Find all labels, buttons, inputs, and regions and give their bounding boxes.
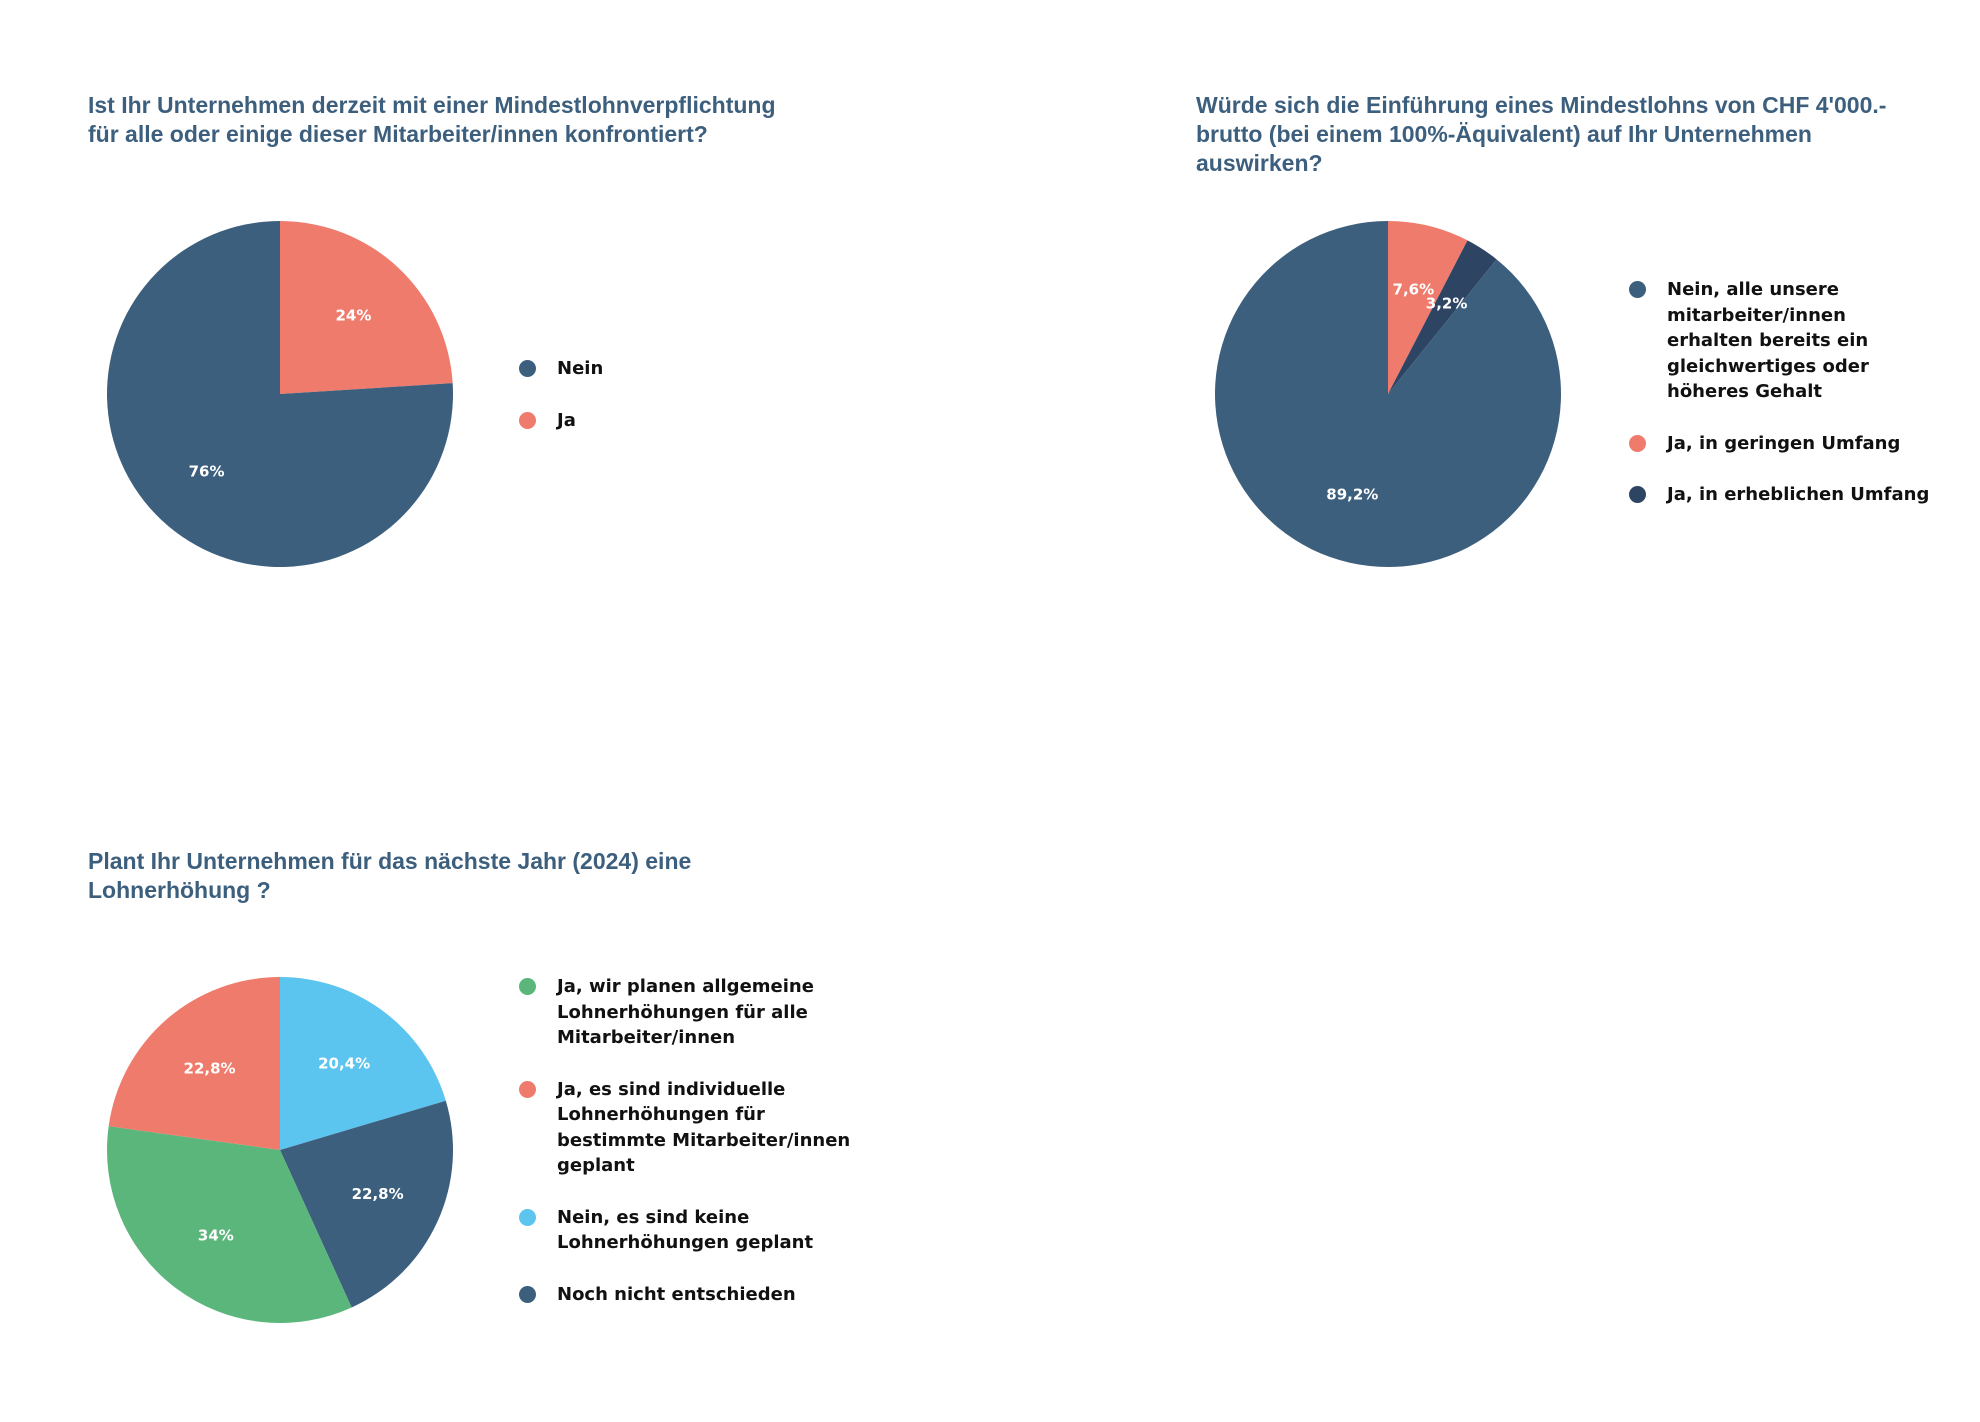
- chart-title-line: Ist Ihr Unternehmen derzeit mit einer Mi…: [88, 92, 776, 118]
- pie-slice-allgemein: [106, 1126, 352, 1323]
- legend-swatch: [1629, 434, 1646, 452]
- chart-title-line: brutto (bei einem 100%-Äquivalent) auf I…: [1196, 121, 1812, 147]
- chart-3: Plant Ihr Unternehmen für das nächste Ja…: [88, 847, 879, 1333]
- slice-value-label: 24%: [335, 306, 371, 324]
- legend-label: Ja, es sind individuelle: [557, 1078, 786, 1100]
- chart-legend: Nein Ja: [519, 356, 879, 459]
- legend-item: Ja, in geringen Umfang: [1629, 431, 1959, 457]
- legend-item: Ja: [519, 408, 879, 434]
- legend-label: höheres Gehalt: [1667, 381, 1822, 402]
- pie-slice-nein: [107, 221, 453, 567]
- legend-label: mitarbeiter/innen: [1667, 304, 1846, 326]
- legend-item: Ja, wir planen allgemeine Lohnerhöhungen …: [519, 974, 879, 1051]
- slice-value-label: 7,6%: [1393, 280, 1435, 298]
- legend-label: Nein, alle unsere: [1667, 279, 1839, 300]
- chart-title-line: Plant Ihr Unternehmen für das nächste Ja…: [88, 848, 692, 874]
- slice-value-label: 34%: [198, 1226, 234, 1244]
- slice-value-label: 22,8%: [184, 1060, 236, 1078]
- legend-swatch: [1629, 486, 1646, 503]
- legend-label: Mitarbeiter/innen: [557, 1027, 736, 1048]
- pie-slice-nein: [1215, 221, 1561, 567]
- legend-item: Nein, alle unsere mitarbeiter/innen erhalt…: [1629, 277, 1959, 405]
- slice-value-label: 20,4%: [318, 1055, 370, 1073]
- legend-swatch: [519, 1285, 536, 1303]
- pie-chart: 7,6%3,2% 89,2%: [1215, 221, 1561, 567]
- slice-value-label: 22,8%: [352, 1185, 404, 1203]
- legend-label: Lohnerhöhungen geplant: [557, 1232, 814, 1253]
- legend-label: bestimmte Mitarbeiter/innen: [557, 1129, 851, 1151]
- pie-slice-keine: [280, 977, 446, 1150]
- pie-chart: 24% 76%: [107, 221, 453, 567]
- legend-swatch: [519, 411, 536, 429]
- chart-title: Würde sich die Einführung eines Mindestl…: [1196, 91, 1956, 178]
- legend-label: geplant: [557, 1155, 635, 1176]
- pie-chart: 20,4% 22,8% 34% 22,8%: [106, 977, 453, 1323]
- pie-slice-erheblich: [1388, 240, 1497, 394]
- pie-slice-individuell: [108, 977, 280, 1150]
- chart-legend: Ja, wir planen allgemeine Lohnerhöhungen …: [519, 974, 879, 1333]
- legend-item: Ja, es sind individuelle Lohnerhöhungen f…: [519, 1077, 879, 1179]
- pie-slice-gering: [1388, 221, 1468, 394]
- legend-label: Nein: [557, 358, 604, 379]
- legend-item: Ja, in erheblichen Umfang: [1629, 482, 1959, 508]
- legend-swatch: [519, 360, 536, 377]
- chart-1: Ist Ihr Unternehmen derzeit mit einer Mi…: [0, 0, 990, 720]
- chart-title: Ist Ihr Unternehmen derzeit mit einer Mi…: [88, 91, 848, 149]
- chart-title-line: Lohnerhöhung ?: [88, 877, 271, 903]
- legend-swatch: [1629, 281, 1646, 298]
- chart-title-line: Würde sich die Einführung eines Mindestl…: [1196, 92, 1887, 118]
- legend-label: Nein, es sind keine: [557, 1206, 750, 1228]
- chart-title-line: auswirken?: [1196, 150, 1323, 176]
- legend-swatch: [519, 1208, 536, 1226]
- legend-label: Lohnerhöhungen für: [557, 1104, 765, 1125]
- chart-title-line: für alle oder einige dieser Mitarbeiter/…: [88, 121, 708, 147]
- legend-label: Ja: [557, 409, 576, 431]
- pie-slice-offen: [280, 1100, 453, 1308]
- legend-swatch: [519, 1080, 536, 1098]
- legend-label: Lohnerhöhungen für alle: [557, 1001, 808, 1023]
- legend-label: Ja, in erheblichen Umfang: [1667, 484, 1930, 505]
- legend-label: gleichwertiges oder: [1667, 355, 1869, 377]
- legend-item: Nein, es sind keine Lohnerhöhungen geplan…: [519, 1205, 879, 1256]
- legend-label: erhalten bereits ein: [1667, 330, 1869, 351]
- legend-label: Noch nicht entschieden: [557, 1283, 796, 1305]
- slice-value-label: 89,2%: [1326, 486, 1378, 504]
- chart-2: Würde sich die Einführung eines Mindestl…: [1196, 91, 1959, 567]
- slice-value-label: 3,2%: [1426, 295, 1468, 313]
- chart-legend: Nein, alle unsere mitarbeiter/innen erhalt…: [1629, 277, 1959, 534]
- legend-item: Noch nicht entschieden: [519, 1282, 879, 1308]
- legend-label: Ja, wir planen allgemeine: [557, 976, 814, 997]
- legend-swatch: [519, 978, 536, 995]
- slice-value-label: 76%: [189, 463, 225, 481]
- pie-slice-ja: [280, 221, 453, 394]
- legend-label: Ja, in geringen Umfang: [1667, 432, 1901, 454]
- chart-title: Plant Ihr Unternehmen für das nächste Ja…: [88, 847, 848, 905]
- legend-item: Nein: [519, 356, 879, 382]
